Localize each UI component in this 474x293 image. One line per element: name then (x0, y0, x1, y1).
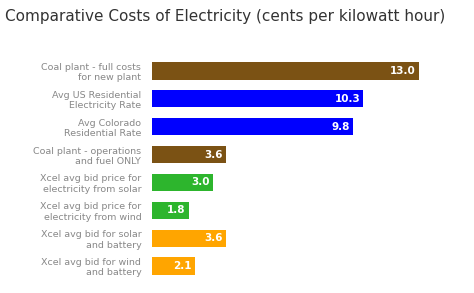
Text: 3.0: 3.0 (191, 178, 210, 188)
Bar (152, 229, 226, 247)
Text: 13.0: 13.0 (390, 66, 416, 76)
Text: 3.6: 3.6 (204, 149, 223, 159)
Text: Comparative Costs of Electricity (cents per kilowatt hour): Comparative Costs of Electricity (cents … (5, 9, 445, 24)
Bar (152, 202, 189, 219)
Text: 3.6: 3.6 (204, 233, 223, 243)
Bar (152, 146, 226, 163)
Text: 1.8: 1.8 (167, 205, 185, 215)
Bar (152, 62, 419, 79)
Text: 10.3: 10.3 (335, 94, 360, 104)
Bar (152, 174, 213, 191)
Bar (152, 258, 195, 275)
Bar (152, 118, 353, 135)
Bar (152, 90, 363, 108)
Text: 9.8: 9.8 (331, 122, 350, 132)
Text: 2.1: 2.1 (173, 261, 191, 271)
